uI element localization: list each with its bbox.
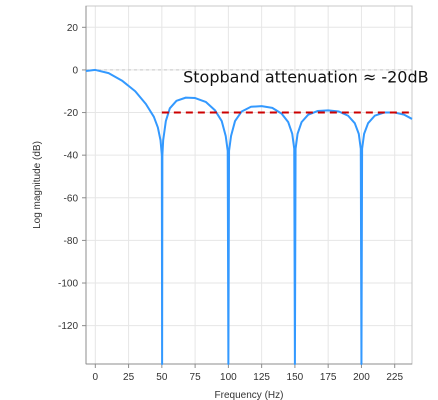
x-tick-label: 0 — [93, 372, 99, 383]
magnitude-response-line — [85, 68, 413, 365]
y-axis-ticks: 20 0 -20 -40 -60 -80 -100 -120 — [58, 23, 86, 332]
y-tick-label: 0 — [72, 65, 78, 76]
x-tick-label: 150 — [287, 372, 304, 383]
x-tick-label: 25 — [123, 372, 135, 383]
x-tick-label: 100 — [220, 372, 237, 383]
x-tick-label: 225 — [386, 372, 403, 383]
x-axis-title: Frequency (Hz) — [215, 390, 284, 400]
plot-frame — [85, 5, 413, 365]
y-tick-label: -40 — [64, 151, 79, 162]
grid-lines — [86, 6, 412, 364]
y-tick-label: -80 — [64, 236, 79, 247]
y-tick-label: -20 — [64, 108, 79, 119]
x-tick-label: 125 — [253, 372, 270, 383]
stopband-annotation: Stopband attenuation ≈ -20dB — [183, 68, 429, 87]
y-tick-label: 20 — [67, 23, 79, 34]
x-tick-label: 175 — [320, 372, 337, 383]
x-tick-label: 50 — [156, 372, 168, 383]
series-layer — [85, 68, 413, 365]
y-tick-label: -60 — [64, 193, 79, 204]
x-axis-ticks: 0 25 50 75 100 125 150 175 200 225 — [93, 364, 403, 383]
y-axis-title: Log magnitude (dB) — [32, 141, 43, 229]
x-tick-label: 200 — [353, 372, 370, 383]
y-tick-label: -120 — [58, 321, 78, 332]
y-tick-label: -100 — [58, 279, 78, 290]
x-tick-label: 75 — [190, 372, 202, 383]
